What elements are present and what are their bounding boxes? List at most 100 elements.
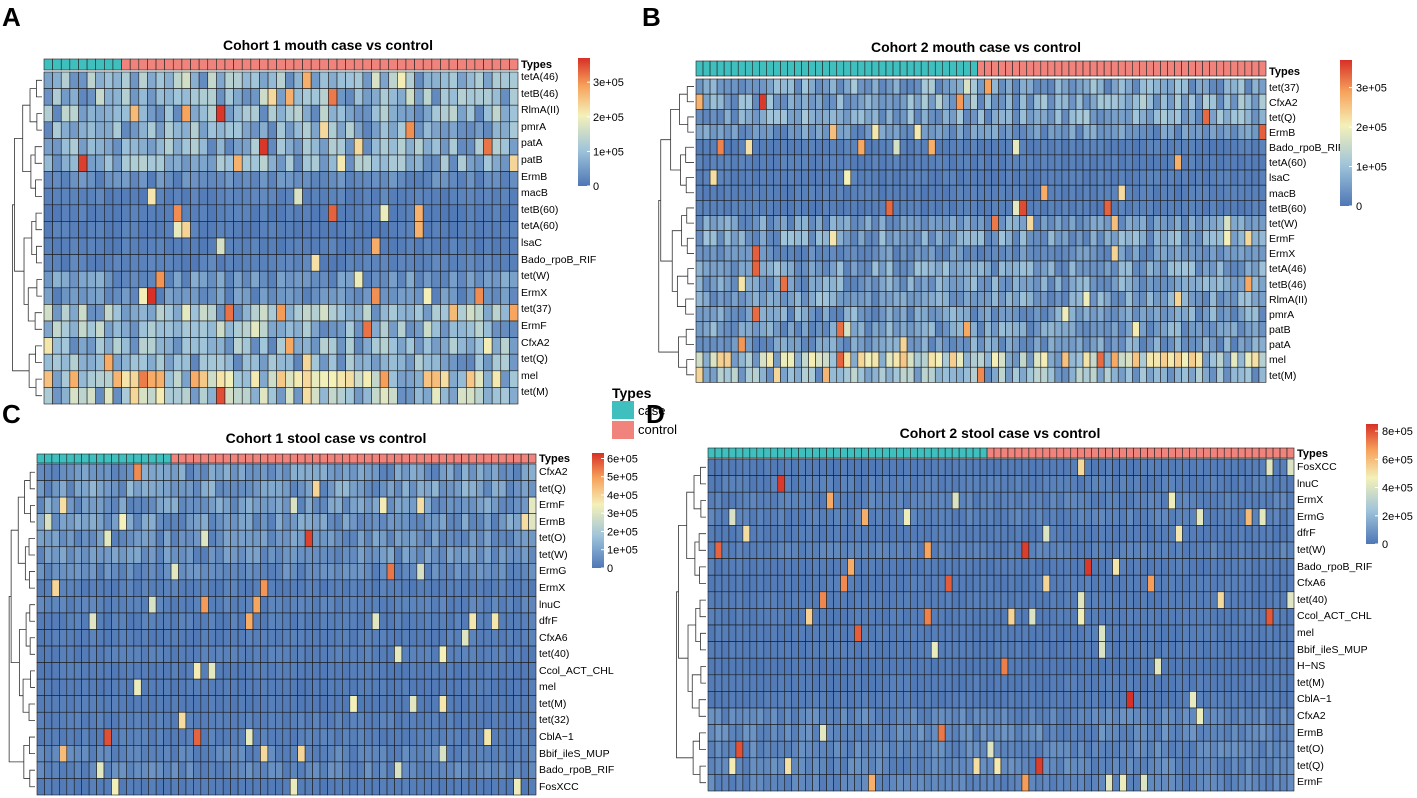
heatmap-cell <box>984 291 992 307</box>
heatmap-cell <box>1005 351 1013 368</box>
heatmap-cell <box>215 579 224 597</box>
heatmap-cell <box>241 370 252 388</box>
case-annotation-cell <box>937 447 946 459</box>
heatmap-cell <box>312 728 321 746</box>
heatmap-cell <box>1175 508 1183 526</box>
heatmap-cell <box>422 254 433 272</box>
heatmap-cell <box>1075 124 1084 140</box>
heatmap-cell <box>1105 525 1113 543</box>
heatmap-cell <box>1153 184 1161 201</box>
heatmap-cell <box>1258 200 1267 216</box>
heatmap-cell <box>984 260 992 277</box>
heatmap-cell <box>388 104 398 123</box>
heatmap-cell <box>362 337 372 355</box>
heatmap-cell <box>178 678 187 697</box>
panel-b-color-legend: 3e+05 2e+05 1e+05 0 <box>1340 60 1387 213</box>
case-annotation-cell <box>791 447 799 459</box>
heatmap-cell <box>349 496 358 514</box>
heatmap-cell <box>95 270 105 289</box>
row-label: tet(W) <box>1269 218 1298 230</box>
heatmap-cell <box>815 245 823 262</box>
heatmap-cell <box>446 513 455 531</box>
heatmap-cell <box>453 562 462 581</box>
heatmap-cell <box>328 121 338 139</box>
heatmap-cell <box>509 221 519 239</box>
heatmap-cell <box>773 78 781 95</box>
heatmap-cell <box>1223 245 1232 262</box>
panel-b-letter: B <box>642 2 661 32</box>
heatmap-cell <box>1202 336 1211 353</box>
heatmap-cell <box>423 695 433 713</box>
row-label: tet(37) <box>1269 82 1299 94</box>
heatmap-cell <box>850 200 859 216</box>
heatmap-cell <box>465 353 476 372</box>
heatmap-cell <box>1033 139 1042 156</box>
heatmap-cell <box>170 629 179 647</box>
heatmap-cell <box>1040 109 1049 125</box>
heatmap-cell <box>345 154 355 172</box>
heatmap-cell <box>913 291 922 307</box>
heatmap-cell <box>69 71 79 89</box>
case-annotation-cell <box>829 60 838 77</box>
control-annotation-cell <box>285 58 295 71</box>
heatmap-cell <box>438 728 447 746</box>
heatmap-cell <box>293 237 303 255</box>
heatmap-cell <box>707 458 716 476</box>
heatmap-cell <box>1014 491 1023 510</box>
heatmap-cell <box>185 745 194 763</box>
heatmap-cell <box>798 541 806 559</box>
heatmap-cell <box>1195 200 1203 216</box>
heatmap-cell <box>513 496 522 514</box>
heatmap-cell <box>819 475 827 493</box>
control-annotation-cell <box>230 453 239 464</box>
heatmap-cell <box>198 237 209 255</box>
heatmap-cell <box>51 662 60 680</box>
dendrogram-branch <box>10 529 20 663</box>
heatmap-cell <box>170 745 179 763</box>
heatmap-cell <box>401 612 410 630</box>
heatmap-cell <box>164 138 174 156</box>
heatmap-cell <box>60 254 71 272</box>
heatmap-cell <box>1196 491 1204 510</box>
heatmap-cell <box>185 629 194 647</box>
heatmap-cell <box>965 458 974 476</box>
heatmap-cell <box>260 596 269 614</box>
heatmap-cell <box>896 525 904 543</box>
heatmap-cell <box>1132 275 1140 292</box>
heatmap-cell <box>977 291 985 307</box>
heatmap-cell <box>276 287 286 305</box>
heatmap-cell <box>977 275 985 292</box>
heatmap-cell <box>505 778 514 796</box>
case-annotation-cell <box>51 453 60 464</box>
control-annotation-cell <box>222 453 231 464</box>
heatmap-cell <box>1209 93 1218 110</box>
heatmap-cell <box>155 662 164 680</box>
heatmap-cell <box>36 546 45 564</box>
heatmap-cell <box>1174 351 1182 368</box>
heatmap-cell <box>336 171 346 189</box>
heatmap-cell <box>328 154 338 172</box>
heatmap-cell <box>302 270 312 289</box>
heatmap-cell <box>88 546 97 564</box>
heatmap-cell <box>155 778 164 796</box>
heatmap-cell <box>461 662 470 680</box>
heatmap-cell <box>1195 230 1203 247</box>
heatmap-cell <box>379 304 390 322</box>
heatmap-cell <box>1237 525 1246 543</box>
heatmap-cell <box>36 728 45 746</box>
heatmap-cell <box>96 463 105 481</box>
heatmap-cell <box>328 104 338 123</box>
heatmap-cell <box>423 463 433 481</box>
control-annotation-cell <box>356 453 365 464</box>
heatmap-cell <box>1126 525 1134 543</box>
heatmap-cell <box>787 336 795 353</box>
heatmap-cell <box>751 291 760 307</box>
heatmap-cell <box>86 104 97 123</box>
heatmap-cell <box>1096 200 1105 216</box>
heatmap-cell <box>737 230 746 247</box>
heatmap-cell <box>126 596 135 614</box>
heatmap-cell <box>312 745 321 763</box>
heatmap-cell <box>190 171 200 189</box>
heatmap-cell <box>491 695 500 713</box>
heatmap-cell <box>1181 154 1189 171</box>
